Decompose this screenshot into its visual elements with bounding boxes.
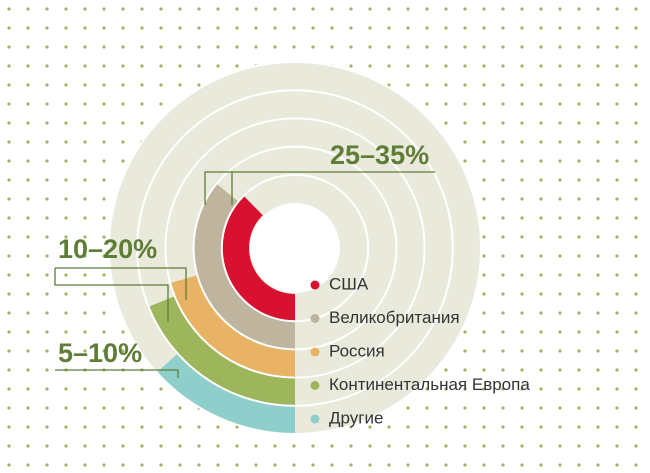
legend-label: США — [329, 274, 369, 293]
leader-line — [204, 171, 435, 205]
legend-marker — [310, 414, 320, 424]
annotation: 10–20% — [58, 234, 157, 264]
radial-bar — [171, 275, 295, 377]
leader-line — [55, 267, 187, 300]
ring-separator — [136, 89, 454, 407]
leader-line — [54, 268, 169, 322]
legend-label: Другие — [329, 408, 383, 427]
legend-marker — [310, 347, 320, 357]
legend-marker — [310, 280, 320, 290]
ring-separator — [220, 173, 370, 323]
legend-label: Великобритания — [329, 308, 460, 327]
ring-separator — [108, 61, 482, 435]
legend-marker — [310, 381, 320, 390]
leader-line — [55, 369, 179, 378]
legend-label: Россия — [329, 341, 385, 360]
ring-separator — [192, 145, 398, 351]
center-hole — [250, 203, 340, 293]
ring-separator — [164, 117, 426, 379]
radial-bar — [157, 354, 295, 433]
annotation: 5–10% — [58, 338, 142, 368]
radial-bar — [149, 296, 295, 405]
legend-marker — [310, 314, 320, 323]
legend-label: Континентальная Европа — [329, 375, 530, 394]
radial-bar — [194, 184, 295, 349]
radial-bar — [222, 196, 295, 321]
annotation: 25–35% — [330, 140, 429, 170]
